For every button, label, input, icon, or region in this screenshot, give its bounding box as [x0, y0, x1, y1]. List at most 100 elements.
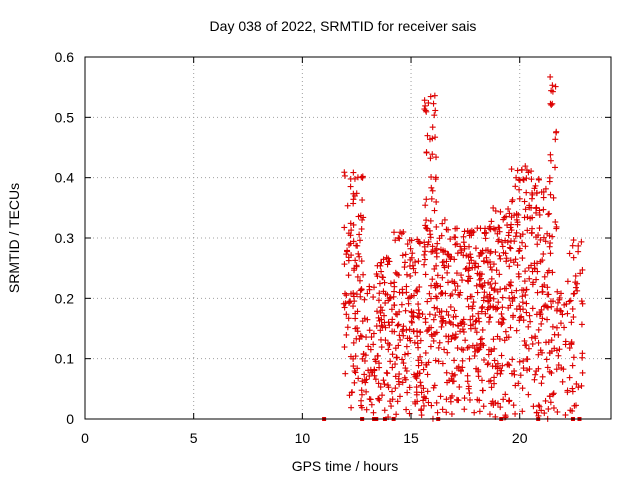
- data-point: [406, 326, 413, 333]
- data-point: [341, 169, 348, 176]
- data-point: [513, 327, 520, 334]
- data-point: [453, 240, 460, 247]
- data-point: [487, 226, 494, 233]
- data-point: [542, 397, 549, 404]
- data-point: [543, 339, 550, 346]
- data-point: [436, 339, 443, 346]
- data-point: [417, 337, 424, 344]
- data-point: [350, 363, 357, 370]
- data-point: [481, 289, 488, 296]
- data-point: [453, 270, 460, 277]
- data-point: [388, 403, 395, 410]
- data-point: [353, 291, 360, 298]
- data-point: [558, 308, 565, 315]
- data-point: [522, 163, 529, 170]
- data-point: [366, 286, 373, 293]
- data-point: [434, 282, 441, 289]
- data-point: [409, 262, 416, 269]
- data-point: [460, 316, 467, 323]
- data-point: [414, 340, 421, 347]
- data-point: [516, 195, 523, 202]
- data-point: [370, 294, 377, 301]
- data-point: [517, 306, 524, 313]
- data-point: [469, 305, 476, 312]
- data-point: [570, 254, 577, 261]
- data-point: [502, 328, 509, 335]
- data-point: [467, 325, 474, 332]
- data-point: [344, 324, 351, 331]
- data-point: [571, 290, 578, 297]
- y-tick-label: 0.2: [55, 290, 75, 306]
- data-point: [445, 251, 452, 258]
- data-point: [452, 287, 459, 294]
- data-point: [480, 356, 487, 363]
- data-point: [351, 379, 358, 386]
- data-point: [548, 102, 555, 109]
- data-point: [431, 92, 438, 99]
- data-point: [559, 378, 566, 385]
- data-point: [385, 346, 392, 353]
- data-point: [416, 240, 423, 247]
- data-point: [365, 343, 372, 350]
- data-point: [447, 236, 454, 243]
- data-point: [490, 336, 497, 343]
- data-point: [556, 294, 563, 301]
- data-point: [566, 250, 573, 257]
- data-point: [428, 402, 435, 409]
- data-point: [574, 287, 581, 294]
- data-point: [544, 284, 551, 291]
- data-point: [381, 381, 388, 388]
- data-point: [465, 385, 472, 392]
- data-point: [460, 328, 467, 335]
- data-point: [472, 318, 479, 325]
- data-point: [509, 295, 516, 302]
- data-point: [520, 357, 527, 364]
- data-point: [394, 322, 401, 329]
- data-point: [516, 314, 523, 321]
- x-tick-label: 20: [512, 430, 528, 446]
- data-point: [396, 308, 403, 315]
- data-point: [351, 267, 358, 274]
- data-point: [381, 312, 388, 319]
- y-tick-label: 0.3: [55, 230, 75, 246]
- data-point: [398, 301, 405, 308]
- data-point: [447, 398, 454, 405]
- data-point: [513, 229, 520, 236]
- data-point: [539, 257, 546, 264]
- data-point: [552, 136, 559, 143]
- data-point: [347, 183, 354, 190]
- data-point: [540, 206, 547, 213]
- data-point: [459, 357, 466, 364]
- data-point: [486, 411, 493, 418]
- data-point: [554, 288, 561, 295]
- data-point: [546, 243, 553, 250]
- data-point: [571, 402, 578, 409]
- data-point: [378, 344, 385, 351]
- data-point: [418, 359, 425, 366]
- data-point: [479, 326, 486, 333]
- data-point: [382, 299, 389, 306]
- data-point: [347, 290, 354, 297]
- data-point: [484, 361, 491, 368]
- data-point: [466, 390, 473, 397]
- data-point: [567, 297, 574, 304]
- data-point: [513, 287, 520, 294]
- data-point: [384, 261, 391, 268]
- data-point: [549, 82, 556, 89]
- data-point: [428, 184, 435, 191]
- data-point: [437, 393, 444, 400]
- data-point: [356, 336, 363, 343]
- data-point: [497, 208, 504, 215]
- data-point: [429, 187, 436, 194]
- data-point: [410, 371, 417, 378]
- data-point: [343, 331, 350, 338]
- data-point: [372, 358, 379, 365]
- data-point: [428, 295, 435, 302]
- data-point: [458, 368, 465, 375]
- data-point: [415, 301, 422, 308]
- data-point: [365, 367, 372, 374]
- data-point: [432, 357, 439, 364]
- data-point: [457, 328, 464, 335]
- data-point: [354, 365, 361, 372]
- data-point: [483, 254, 490, 261]
